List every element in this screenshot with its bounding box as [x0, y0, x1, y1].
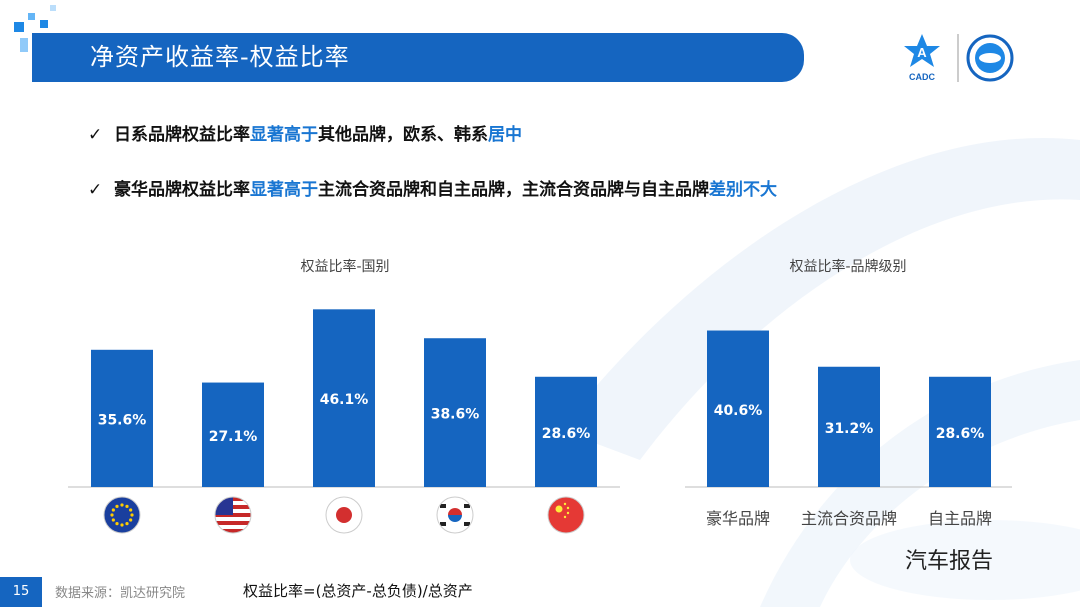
japan-flag-icon [325, 496, 363, 534]
chart-title-brand: 权益比率-品牌级别 [789, 259, 907, 275]
page-number: 15 [0, 577, 42, 607]
bullet-text: 其他品牌，欧系、韩系 [318, 125, 488, 145]
data-label: 38.6% [431, 407, 480, 423]
formula-note: 权益比率=(总资产-总负债)/总资产 [243, 582, 473, 600]
bar [929, 376, 991, 487]
bullet-2: ✓ 豪华品牌权益比率显著高于主流合资品牌和自主品牌，主流合资品牌与自主品牌差别不大 [88, 175, 777, 200]
bullet-1: ✓ 日系品牌权益比率显著高于其他品牌，欧系、韩系居中 [88, 120, 522, 145]
data-label: 35.6% [98, 412, 147, 428]
header-decoration [20, 38, 28, 52]
bar [91, 349, 153, 487]
bullet-text: 豪华品牌权益比率 [114, 180, 250, 200]
category-label: 豪华品牌 [706, 509, 770, 528]
check-icon: ✓ [88, 180, 103, 200]
cadc-logo: A CADC [902, 30, 1022, 86]
header-decoration [50, 5, 56, 11]
korea-flag-icon [436, 496, 474, 534]
svg-text:CADC: CADC [909, 72, 935, 82]
us-flag-icon [214, 496, 252, 534]
data-label: 27.1% [209, 429, 258, 445]
check-icon: ✓ [88, 125, 103, 145]
bullet-highlight: 显著高于 [250, 180, 318, 200]
bar [313, 309, 375, 487]
bullet-highlight: 居中 [488, 125, 522, 145]
page-title: 净资产收益率-权益比率 [90, 43, 350, 71]
data-label: 40.6% [714, 403, 763, 419]
bar [424, 338, 486, 487]
header-decoration [40, 20, 48, 28]
bullet-highlight: 显著高于 [250, 125, 318, 145]
bar [818, 366, 880, 487]
bullet-highlight: 差别不大 [709, 180, 777, 200]
data-label: 28.6% [542, 426, 591, 442]
svg-text:A: A [917, 45, 927, 60]
bar [707, 330, 769, 487]
header-bar [32, 33, 804, 82]
bullet-text: 主流合资品牌和自主品牌，主流合资品牌与自主品牌 [318, 180, 709, 200]
watermark: 汽车报告 [905, 549, 994, 574]
bullet-text: 日系品牌权益比率 [114, 125, 250, 145]
category-label: 自主品牌 [928, 509, 992, 528]
data-label: 28.6% [936, 426, 985, 442]
bar [202, 382, 264, 487]
bar [535, 376, 597, 487]
chart-title-country: 权益比率-国别 [300, 259, 390, 275]
eu-flag-icon [103, 496, 141, 534]
header-decoration [14, 22, 24, 32]
category-label: 主流合资品牌 [801, 509, 897, 528]
source-note: 数据来源：凯达研究院 [55, 586, 186, 601]
header-decoration [28, 13, 35, 20]
china-flag-icon [547, 496, 585, 534]
data-label: 31.2% [825, 421, 874, 437]
data-label: 46.1% [320, 392, 369, 408]
